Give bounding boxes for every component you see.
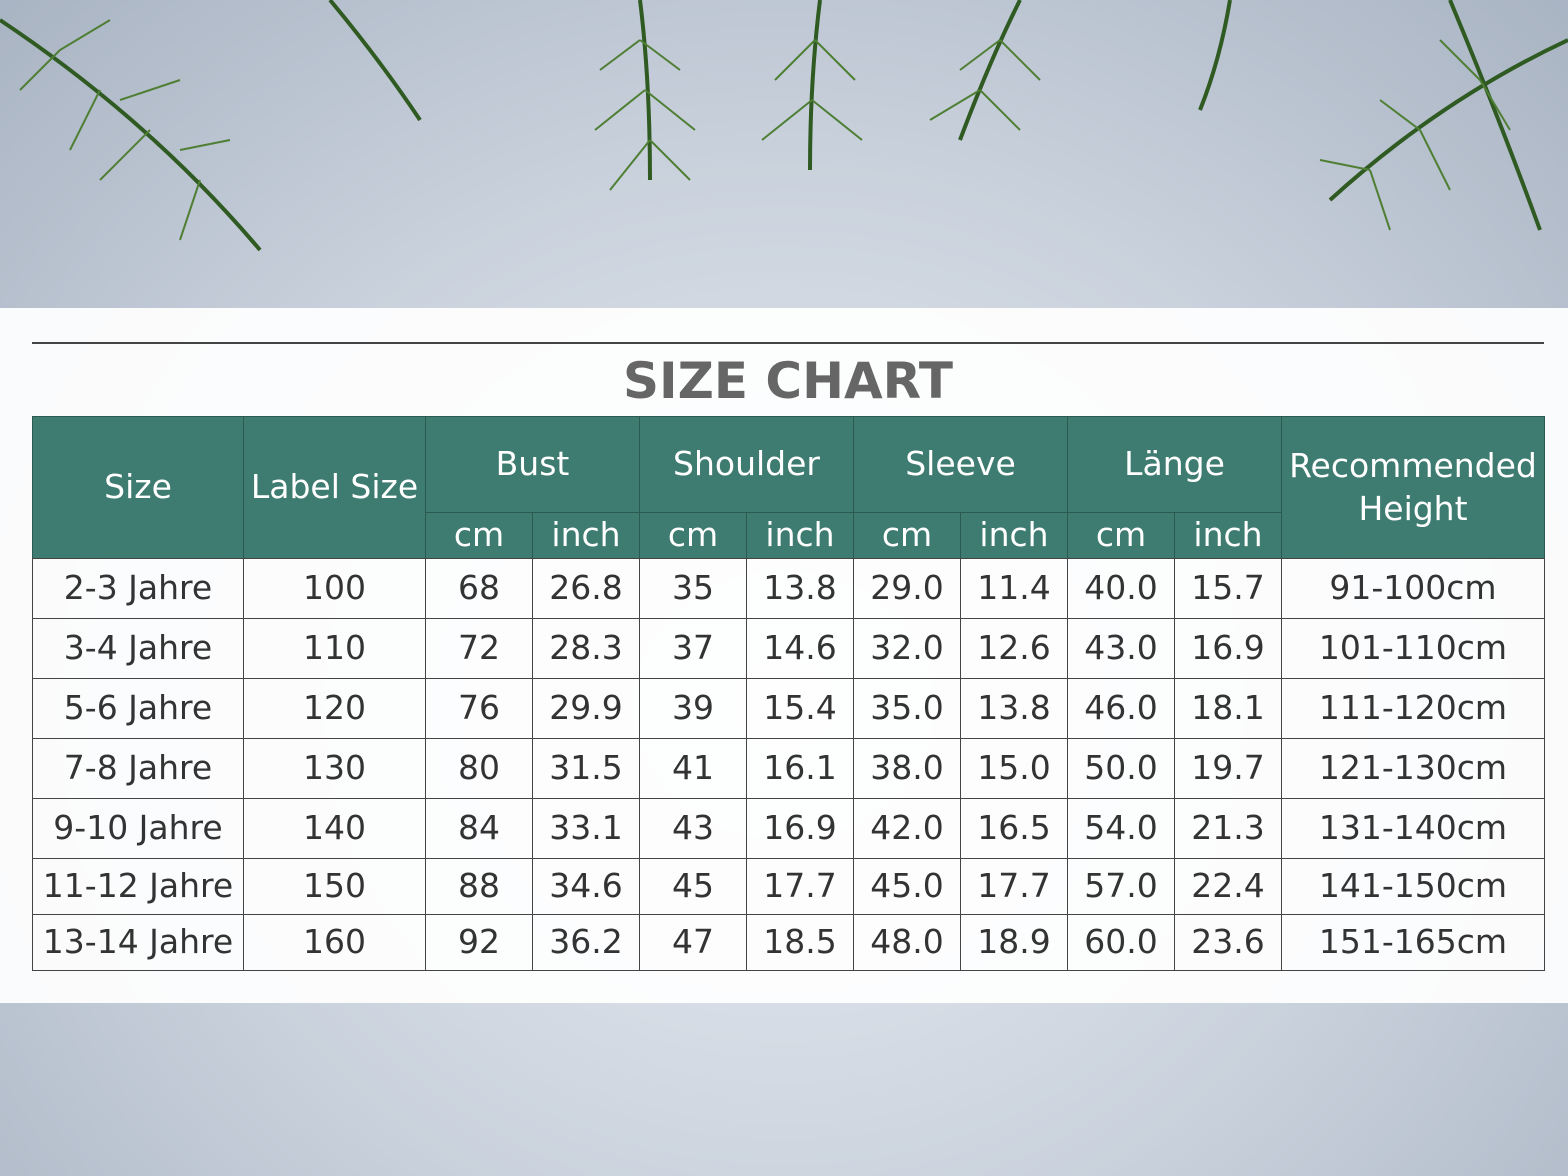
- table-cell: 18.1: [1174, 678, 1282, 739]
- unit-header: cm: [853, 512, 961, 559]
- table-cell: 13-14 Jahre: [32, 914, 244, 971]
- table-cell: 92: [425, 914, 533, 971]
- unit-header: inch: [532, 512, 640, 559]
- table-cell: 7-8 Jahre: [32, 738, 244, 799]
- table-cell: 54.0: [1067, 798, 1175, 859]
- column-header: Size: [32, 416, 244, 559]
- table-cell: 2-3 Jahre: [32, 558, 244, 619]
- unit-header: cm: [1067, 512, 1175, 559]
- table-cell: 38.0: [853, 738, 961, 799]
- column-header: Label Size: [243, 416, 426, 559]
- table-cell: 13.8: [746, 558, 854, 619]
- unit-header: cm: [639, 512, 747, 559]
- table-cell: 23.6: [1174, 914, 1282, 971]
- table-cell: 160: [243, 914, 426, 971]
- table-cell: 29.0: [853, 558, 961, 619]
- table-cell: 47: [639, 914, 747, 971]
- unit-header: inch: [746, 512, 854, 559]
- table-cell: 16.5: [960, 798, 1068, 859]
- pine-decoration: [0, 0, 1568, 252]
- table-cell: 60.0: [1067, 914, 1175, 971]
- table-cell: 37: [639, 618, 747, 679]
- table-cell: 19.7: [1174, 738, 1282, 799]
- table-cell: 72: [425, 618, 533, 679]
- table-cell: 43.0: [1067, 618, 1175, 679]
- table-cell: 32.0: [853, 618, 961, 679]
- table-cell: 84: [425, 798, 533, 859]
- table-cell: 33.1: [532, 798, 640, 859]
- table-cell: 40.0: [1067, 558, 1175, 619]
- table-cell: 130: [243, 738, 426, 799]
- table-cell: 15.0: [960, 738, 1068, 799]
- table-cell: 35.0: [853, 678, 961, 739]
- table-cell: 16.9: [1174, 618, 1282, 679]
- table-cell: 141-150cm: [1281, 858, 1545, 915]
- table-cell: 76: [425, 678, 533, 739]
- table-cell: 140: [243, 798, 426, 859]
- table-cell: 45.0: [853, 858, 961, 915]
- table-cell: 41: [639, 738, 747, 799]
- table-cell: 68: [425, 558, 533, 619]
- table-cell: 12.6: [960, 618, 1068, 679]
- table-cell: 48.0: [853, 914, 961, 971]
- table-cell: 21.3: [1174, 798, 1282, 859]
- table-cell: 35: [639, 558, 747, 619]
- table-cell: 91-100cm: [1281, 558, 1545, 619]
- table-cell: 17.7: [960, 858, 1068, 915]
- table-cell: 121-130cm: [1281, 738, 1545, 799]
- table-cell: 80: [425, 738, 533, 799]
- table-cell: 34.6: [532, 858, 640, 915]
- title: SIZE CHART: [32, 342, 1544, 418]
- unit-header: cm: [425, 512, 533, 559]
- table-cell: 31.5: [532, 738, 640, 799]
- table-cell: 14.6: [746, 618, 854, 679]
- table-cell: 151-165cm: [1281, 914, 1545, 971]
- table-cell: 57.0: [1067, 858, 1175, 915]
- table-cell: 26.8: [532, 558, 640, 619]
- table-cell: 13.8: [960, 678, 1068, 739]
- table-cell: 18.5: [746, 914, 854, 971]
- table-cell: 111-120cm: [1281, 678, 1545, 739]
- table-cell: 36.2: [532, 914, 640, 971]
- table-cell: 88: [425, 858, 533, 915]
- table-cell: 11.4: [960, 558, 1068, 619]
- table-cell: 15.7: [1174, 558, 1282, 619]
- unit-header: inch: [1174, 512, 1282, 559]
- column-header: Shoulder: [639, 416, 854, 513]
- table-cell: 16.9: [746, 798, 854, 859]
- table-cell: 110: [243, 618, 426, 679]
- table-cell: 131-140cm: [1281, 798, 1545, 859]
- table-cell: 101-110cm: [1281, 618, 1545, 679]
- table-cell: 28.3: [532, 618, 640, 679]
- unit-header: inch: [960, 512, 1068, 559]
- column-header: Sleeve: [853, 416, 1068, 513]
- table-cell: 50.0: [1067, 738, 1175, 799]
- column-header: Länge: [1067, 416, 1282, 513]
- column-header: Bust: [425, 416, 640, 513]
- table-cell: 18.9: [960, 914, 1068, 971]
- table-cell: 17.7: [746, 858, 854, 915]
- table-cell: 42.0: [853, 798, 961, 859]
- table-cell: 22.4: [1174, 858, 1282, 915]
- table-cell: 11-12 Jahre: [32, 858, 244, 915]
- table-cell: 16.1: [746, 738, 854, 799]
- table-cell: 120: [243, 678, 426, 739]
- table-cell: 43: [639, 798, 747, 859]
- table-cell: 100: [243, 558, 426, 619]
- table-cell: 9-10 Jahre: [32, 798, 244, 859]
- table-cell: 3-4 Jahre: [32, 618, 244, 679]
- table-cell: 29.9: [532, 678, 640, 739]
- table-cell: 150: [243, 858, 426, 915]
- table-cell: 15.4: [746, 678, 854, 739]
- table-cell: 39: [639, 678, 747, 739]
- column-header: Recommended Height: [1281, 416, 1545, 559]
- table-cell: 46.0: [1067, 678, 1175, 739]
- table-cell: 5-6 Jahre: [32, 678, 244, 739]
- table-cell: 45: [639, 858, 747, 915]
